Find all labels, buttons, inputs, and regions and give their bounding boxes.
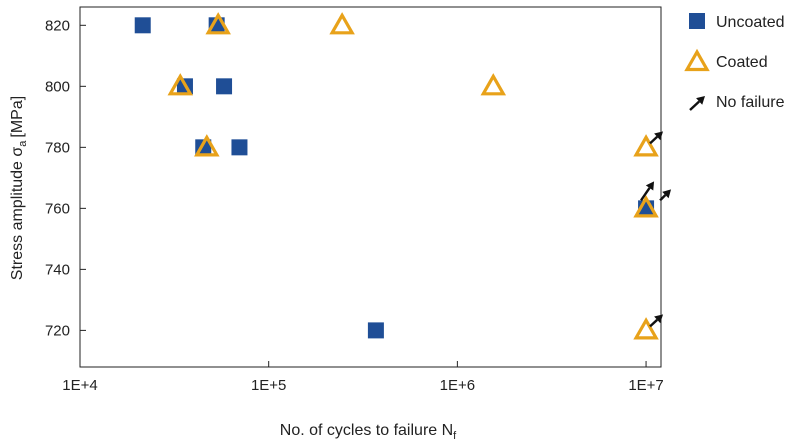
data-marks	[134, 12, 672, 340]
legend-uncoated-swatch	[689, 13, 705, 29]
uncoated-point	[216, 78, 233, 95]
y-tick-label: 780	[45, 139, 70, 156]
x-axis-title: No. of cycles to failure Nf	[280, 422, 457, 442]
legend-label: No failure	[716, 94, 785, 111]
y-tick-label: 720	[45, 322, 70, 339]
coated-point	[167, 73, 194, 96]
y-tick-label: 760	[45, 200, 70, 217]
y-axis-title-subscript: a	[17, 140, 29, 147]
y-axis-title-unit: [MPa]	[9, 96, 26, 138]
legend-no-failure-swatch-head	[696, 96, 705, 105]
coated-point	[480, 73, 507, 96]
coated-point	[194, 134, 220, 157]
legend-no-failure-swatch	[689, 96, 705, 111]
no-failure-arrow-shaft	[640, 187, 651, 202]
x-tick-label: 1E+4	[62, 377, 97, 394]
x-tick-label: 1E+7	[628, 377, 663, 394]
no-failure-arrow-head	[662, 189, 672, 199]
coated-point	[633, 195, 659, 218]
no-failure-arrow-shaft	[649, 318, 658, 328]
uncoated-point	[231, 139, 248, 156]
no-failure-arrow	[649, 314, 664, 328]
no-failure-arrow-head	[654, 314, 664, 324]
plot-frame	[79, 6, 662, 368]
no-failure-arrow	[659, 189, 672, 202]
legend-coated-swatch	[684, 48, 710, 72]
no-failure-arrow-shaft	[649, 135, 658, 145]
legend-label: Coated	[716, 54, 768, 71]
no-failure-arrow-head	[654, 131, 664, 141]
y-tick-label: 740	[45, 261, 70, 278]
x-tick-label: 1E+5	[251, 377, 286, 394]
y-tick-label: 800	[45, 78, 70, 95]
legend-label: Uncoated	[716, 14, 785, 31]
coated-point	[633, 134, 659, 157]
coated-point	[329, 12, 355, 35]
y-axis-title-text: Stress amplitude σ	[9, 147, 26, 281]
y-axis-title: Stress amplitude σa [MPa]	[9, 96, 29, 280]
no-failure-arrow	[649, 131, 664, 145]
x-axis-title-subscript: f	[453, 430, 457, 442]
x-tick-label: 1E+6	[440, 377, 475, 394]
uncoated-point	[367, 322, 384, 339]
uncoated-point	[134, 17, 151, 34]
coated-point	[205, 12, 231, 35]
no-failure-arrow	[640, 181, 655, 202]
no-failure-arrow-head	[645, 181, 655, 191]
no-failure-arrow-shaft	[659, 194, 667, 202]
legend: Uncoated Coated No failure	[684, 13, 785, 111]
axis-ticks: 1E+4 1E+5 1E+6 1E+7 720 740 760 780 800 820	[45, 17, 664, 394]
legend-no-failure-swatch-shaft	[689, 100, 700, 111]
y-tick-label: 820	[45, 17, 70, 34]
x-axis-title-text: No. of cycles to failure N	[280, 422, 453, 439]
coated-point	[633, 317, 659, 340]
